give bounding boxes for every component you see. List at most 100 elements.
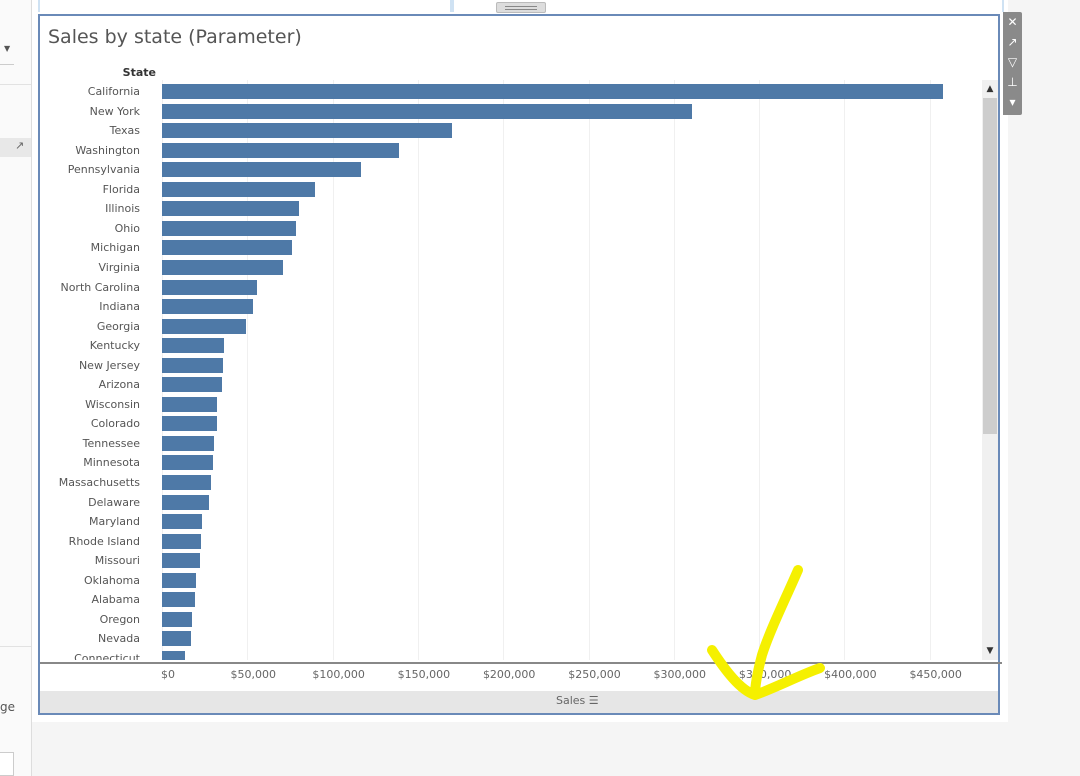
state-label[interactable]: Washington <box>75 143 140 157</box>
popout-icon[interactable]: ↗ <box>1007 35 1018 49</box>
state-label[interactable]: California <box>87 85 140 98</box>
scroll-up-icon[interactable]: ▲ <box>986 84 994 94</box>
bar-massachusetts[interactable] <box>162 475 211 490</box>
divider <box>0 84 31 85</box>
state-label[interactable]: Arizona <box>98 378 140 392</box>
resize-handle[interactable] <box>496 2 546 13</box>
sheet-title: Sales by state (Parameter) <box>48 26 302 48</box>
state-label[interactable]: Delaware <box>88 495 140 509</box>
input-box[interactable] <box>0 752 14 776</box>
bar-new-york[interactable] <box>162 103 693 119</box>
state-label[interactable]: Indiana <box>99 300 140 314</box>
state-label[interactable]: Missouri <box>94 554 140 568</box>
bar-florida[interactable] <box>162 181 315 197</box>
bar-oregon[interactable] <box>162 611 192 627</box>
bar-minnesota[interactable] <box>162 455 213 471</box>
gridline <box>503 80 505 660</box>
bar-oklahoma[interactable] <box>162 572 196 588</box>
bar-new-jersey[interactable] <box>162 357 223 373</box>
bar-illinois[interactable] <box>162 201 299 217</box>
state-label[interactable]: North Carolina <box>60 280 140 294</box>
state-label[interactable]: Maryland <box>88 515 140 529</box>
sheet-item[interactable]: ↗ <box>0 138 31 157</box>
state-label[interactable]: Connecticut <box>74 651 140 660</box>
bar-delaware[interactable] <box>162 494 209 510</box>
scroll-down-icon[interactable]: ▼ <box>986 646 994 656</box>
bar-california[interactable] <box>162 84 943 99</box>
state-label[interactable]: Virginia <box>98 260 140 274</box>
state-label[interactable]: Ohio <box>114 221 140 235</box>
bar-georgia[interactable] <box>162 318 246 334</box>
x-tick-label: $50,000 <box>230 668 277 681</box>
bar-wisconsin[interactable] <box>162 396 217 412</box>
sheet-sales-by-state[interactable]: Sales by state (Parameter) State Califor… <box>38 14 1002 715</box>
state-label[interactable]: Kentucky <box>89 339 140 353</box>
parameter-dropdown[interactable]: ▼ <box>0 36 14 65</box>
state-label[interactable]: Colorado <box>90 417 140 431</box>
bar-texas[interactable] <box>162 123 453 139</box>
bar-kentucky[interactable] <box>162 338 225 354</box>
top-zone-right[interactable] <box>452 0 1004 12</box>
x-tick-label: $0 <box>161 668 175 681</box>
bar-arizona[interactable] <box>162 377 223 393</box>
bar-pennsylvania[interactable] <box>162 162 361 178</box>
axis-line <box>40 662 1002 664</box>
bar-missouri[interactable] <box>162 553 200 569</box>
bar-colorado[interactable] <box>162 416 217 432</box>
state-label[interactable]: Nevada <box>98 632 140 646</box>
state-label[interactable]: New York <box>89 104 140 118</box>
bar-michigan[interactable] <box>162 240 293 256</box>
state-label[interactable]: Rhode Island <box>68 534 140 548</box>
state-label[interactable]: Oklahoma <box>84 573 140 587</box>
close-icon[interactable]: ✕ <box>1007 15 1018 29</box>
bar-alabama[interactable] <box>162 592 196 608</box>
state-label[interactable]: Oregon <box>99 612 140 626</box>
x-tick-label: $300,000 <box>653 668 707 681</box>
state-label[interactable]: Georgia <box>96 319 140 333</box>
state-label[interactable]: Pennsylvania <box>67 163 140 177</box>
state-label[interactable]: Massachusetts <box>58 476 140 489</box>
x-tick-label: $250,000 <box>568 668 621 681</box>
bar-ohio[interactable] <box>162 220 296 236</box>
filter-icon[interactable]: ▽ <box>1007 55 1018 69</box>
bar-virginia[interactable] <box>162 259 283 275</box>
vertical-scrollbar[interactable]: ▲ ▼ <box>982 80 998 660</box>
sort-icon[interactable]: ☰ <box>588 694 599 707</box>
state-label[interactable]: Texas <box>109 124 140 138</box>
row-header-state[interactable]: State <box>122 66 156 79</box>
gridline <box>844 80 846 660</box>
bar-tennessee[interactable] <box>162 435 215 451</box>
bar-maryland[interactable] <box>162 514 203 530</box>
bar-indiana[interactable] <box>162 299 254 315</box>
popout-icon: ↗ <box>15 139 25 152</box>
more-dropdown-icon[interactable]: ▾ <box>1009 95 1016 109</box>
bar-nevada[interactable] <box>162 631 191 647</box>
chevron-down-icon: ▼ <box>4 44 11 53</box>
state-label[interactable]: Tennessee <box>82 436 140 450</box>
state-label[interactable]: New Jersey <box>78 358 140 372</box>
state-label[interactable]: Minnesota <box>83 456 140 470</box>
bar-connecticut[interactable] <box>162 650 185 660</box>
state-label[interactable]: Wisconsin <box>85 397 140 411</box>
state-label[interactable]: Illinois <box>105 202 140 216</box>
yellow-annotation-arrow <box>707 565 825 700</box>
bar-rhode-island[interactable] <box>162 533 201 549</box>
divider <box>0 646 31 647</box>
gridline <box>929 80 931 660</box>
x-tick-label: $400,000 <box>824 668 877 681</box>
top-zone-left[interactable] <box>38 0 452 12</box>
axis-title[interactable]: Sales ☰ <box>556 694 599 707</box>
state-label[interactable]: Michigan <box>90 241 140 255</box>
state-label[interactable]: Alabama <box>91 593 140 607</box>
bar-north-carolina[interactable] <box>162 279 257 295</box>
x-tick-label: $450,000 <box>909 668 962 681</box>
gridline <box>759 80 761 660</box>
state-label[interactable]: Florida <box>102 182 140 196</box>
pin-icon[interactable]: ⊥ <box>1007 75 1018 89</box>
gridline <box>673 80 675 660</box>
bar-washington[interactable] <box>162 142 399 158</box>
sheet-toolbar: ✕ ↗ ▽ ⊥ ▾ <box>1003 12 1022 115</box>
gridline <box>588 80 590 660</box>
scroll-thumb[interactable] <box>983 98 997 434</box>
gridline <box>332 80 334 660</box>
